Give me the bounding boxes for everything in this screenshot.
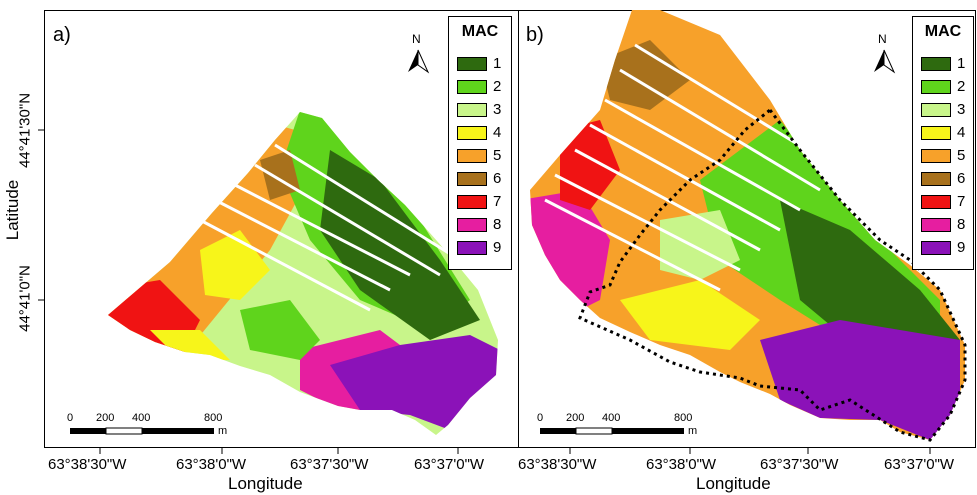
legend-title: MAC (461, 23, 499, 40)
north-label-a: N (412, 32, 421, 46)
legend-item: 1 (457, 55, 501, 72)
legend-item: 3 (921, 101, 965, 118)
axis-ticks (38, 129, 931, 454)
flight-gaps-a (199, 143, 461, 312)
x-tick-label: 63°37'30"W (760, 456, 839, 473)
scale-label: 0 (537, 412, 544, 424)
flight-gaps-b (544, 43, 841, 292)
y-axis-title: Latitude (3, 179, 22, 241)
x-tick-label: 63°37'0"W (414, 456, 485, 473)
north-label-b: N (878, 32, 887, 46)
legend-item: 3 (457, 101, 501, 118)
x-tick-label: 63°37'30"W (290, 456, 369, 473)
panel-label-b: b) (526, 24, 544, 46)
study-boundary-b (578, 108, 967, 442)
scale-bar-b (540, 427, 684, 435)
legend-a: MAC 1 2 3 4 5 6 7 8 9 (448, 16, 512, 270)
classification-map-b (530, 10, 965, 440)
panel-label-a: a) (53, 24, 71, 46)
x-tick-label: 63°38'30"W (518, 456, 597, 473)
legend-item: 6 (457, 170, 501, 187)
scale-label: 0 (67, 412, 74, 424)
legend-item: 8 (921, 216, 965, 233)
legend-item: 5 (457, 147, 501, 164)
x-tick-label: 63°38'0"W (646, 456, 717, 473)
scale-unit: m (688, 425, 698, 437)
north-arrow-icon-b (874, 49, 896, 74)
x-tick-label: 63°38'0"W (176, 456, 247, 473)
x-axis-title: Longitude (696, 474, 771, 493)
legend-item: 2 (921, 78, 965, 95)
legend-item: 7 (457, 193, 501, 210)
scale-label: 200 (566, 412, 585, 424)
legend-item: 4 (457, 124, 501, 141)
scale-label: 400 (132, 412, 151, 424)
legend-b: MAC 1 2 3 4 5 6 7 8 9 (912, 16, 974, 270)
legend-item: 7 (921, 193, 965, 210)
x-tick-label: 63°37'0"W (884, 456, 955, 473)
legend-item: 5 (921, 147, 965, 164)
legend-item: 6 (921, 170, 965, 187)
scale-bar-a (70, 427, 214, 435)
scale-label: 200 (96, 412, 115, 424)
scale-label: 800 (674, 412, 693, 424)
north-arrow-icon-a (408, 49, 430, 74)
legend-title: MAC (924, 23, 962, 40)
y-tick-label: 44°41'0"N (16, 265, 34, 332)
x-tick-label: 63°38'30"W (48, 456, 127, 473)
scale-unit: m (218, 425, 228, 437)
scale-label: 800 (204, 412, 223, 424)
legend-item: 1 (921, 55, 965, 72)
x-axis-title: Longitude (228, 474, 303, 493)
legend-item: 8 (457, 216, 501, 233)
y-tick-label: 44°41'30"N (16, 92, 34, 169)
legend-item: 9 (457, 239, 501, 256)
scale-label: 400 (602, 412, 621, 424)
legend-item: 2 (457, 78, 501, 95)
legend-item: 9 (921, 239, 965, 256)
legend-item: 4 (921, 124, 965, 141)
